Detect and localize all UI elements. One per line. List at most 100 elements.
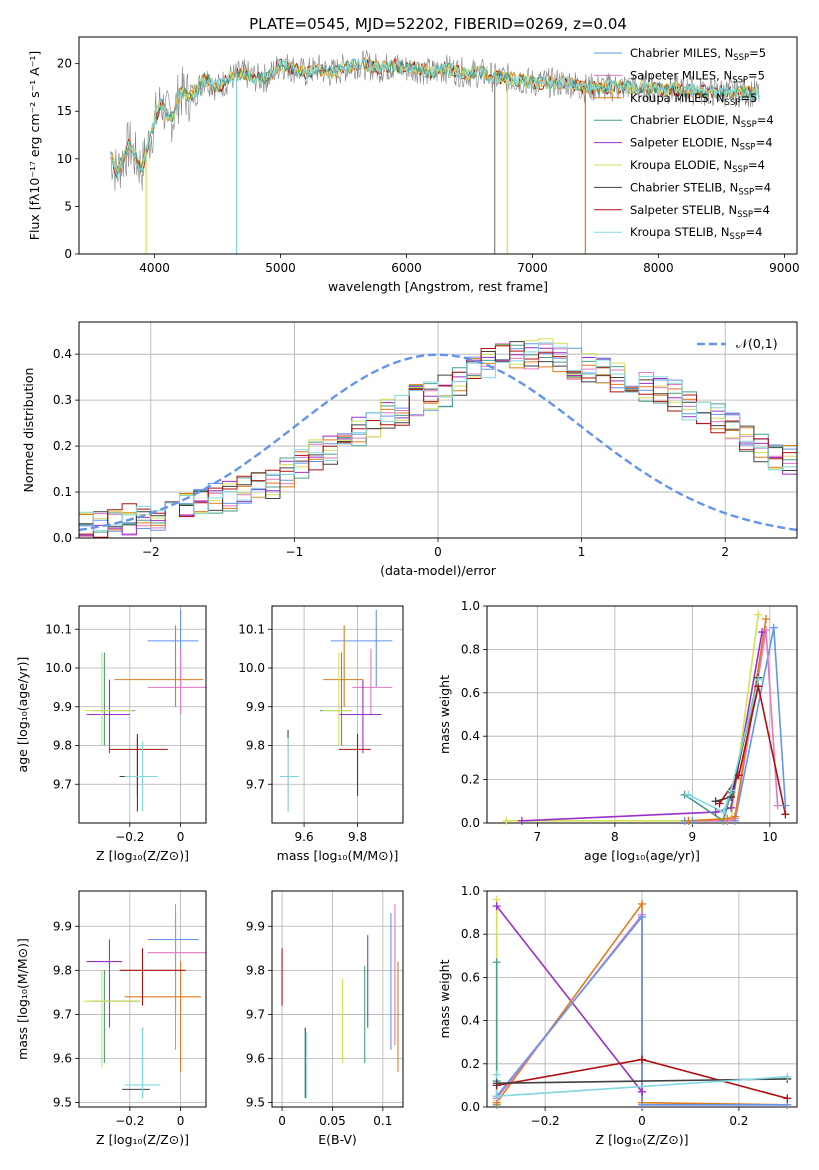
weight-marker-salpeter_miles — [773, 801, 782, 810]
y-tick-label: 9.7 — [53, 777, 72, 791]
panel-5-plot-area — [84, 904, 206, 1099]
x-tick-label: 0 — [434, 545, 442, 559]
weight-line-kroupa_stelib — [688, 679, 760, 814]
weight-marker-salpeter_elodie — [638, 1087, 646, 1096]
x-tick-label: 10 — [762, 830, 777, 844]
y-tick-label: 9.9 — [53, 919, 72, 933]
weight-marker-salpeter_stelib — [638, 1055, 646, 1064]
x-tick-label: 5000 — [265, 261, 296, 275]
panel-0: 4000 5000 6000 7000 8000 9000 0 5 10 15 20 waveleng… — [27, 36, 800, 294]
y-tick-label: 9.8 — [246, 739, 265, 753]
weight-marker-kroupa_elodie — [502, 816, 511, 825]
legend-label: Salpeter ELODIE, NSSP=4 — [630, 136, 773, 153]
x-axis-label: Z [log₁₀(Z/Z⊙)] — [96, 848, 189, 863]
x-tick-label: 8000 — [643, 261, 674, 275]
x-tick-label: 0 — [638, 1114, 646, 1128]
x-axis-label: age [log₁₀(age/yr)] — [584, 848, 700, 863]
y-tick-label: 0 — [64, 247, 72, 261]
x-tick-label: −0.2 — [531, 1114, 560, 1128]
legend-label: Salpeter MILES, NSSP=5 — [630, 68, 765, 85]
x-axis-label: Z [log₁₀(Z/Z⊙)] — [596, 1132, 689, 1147]
x-tick-label: 4000 — [139, 261, 170, 275]
y-axis-label: mass weight — [437, 675, 452, 754]
weight-marker-kroupa_stelib — [727, 786, 736, 795]
x-tick-label: 9000 — [769, 261, 800, 275]
x-tick-label: −0.2 — [115, 1114, 144, 1128]
x-tick-label: 9.6 — [295, 830, 314, 844]
x-axis-label: wavelength [Angstrom, rest frame] — [328, 279, 548, 294]
weight-marker-salpeter_stelib — [734, 771, 743, 780]
normal-legend-label: 𝒩(0,1) — [736, 336, 778, 351]
x-tick-label: 2 — [721, 545, 729, 559]
histogram-kroupa_elodie — [79, 338, 797, 520]
y-tick-label: 0.0 — [461, 1100, 480, 1114]
y-tick-label: 0.8 — [461, 642, 480, 656]
weight-line-kroupa_elodie — [506, 614, 760, 822]
x-tick-label: 8 — [611, 830, 619, 844]
normal-curve — [79, 353, 797, 532]
histogram-chabrier_miles — [79, 343, 797, 532]
y-tick-label: 0.6 — [461, 686, 480, 700]
y-tick-label: 9.7 — [53, 1007, 72, 1021]
weight-marker-salpeter_elodie — [492, 902, 501, 911]
axes-frame — [486, 605, 798, 824]
panel-7: −0.2 0 0.2 0.0 0.2 0.4 0.6 0.8 1.0 Z [log₁₀(Z/Z⊙)… — [437, 884, 798, 1147]
weight-line-salpeter_elodie — [521, 631, 763, 822]
y-axis-label: age [log₁₀(age/yr)] — [15, 657, 30, 773]
weight-marker-salpeter_stelib — [783, 1094, 792, 1103]
weight-line-salpeter_elodie — [496, 905, 643, 1093]
x-tick-label: −1 — [286, 545, 304, 559]
x-tick-label: 9 — [689, 830, 697, 844]
y-tick-label: 0.6 — [461, 970, 480, 984]
x-axis-label: E(B-V) — [318, 1132, 357, 1147]
weight-marker-salpeter_miles — [762, 625, 770, 634]
x-tick-label: 0 — [177, 1114, 185, 1128]
chart-title: PLATE=0545, MJD=52202, FIBERID=0269, z=0… — [249, 15, 627, 33]
weight-marker-kroupa_stelib — [783, 1072, 792, 1081]
legend-label: Chabrier STELIB, NSSP=4 — [630, 180, 771, 197]
x-tick-label: 9.8 — [348, 830, 367, 844]
axes-frame — [78, 890, 207, 1108]
panel-6: 0 0.05 0.1 9.5 9.6 9.7 9.8 9.9 E(B-V) — [246, 890, 404, 1147]
x-axis-label: mass [log₁₀(M/M⊙)] — [277, 848, 399, 863]
y-axis-label: Flux [fλ10⁻¹⁷ erg cm⁻² s⁻¹ A⁻¹] — [27, 51, 42, 240]
y-tick-label: 0.0 — [461, 816, 480, 830]
legend-label: Chabrier MILES, NSSP=5 — [630, 46, 766, 63]
weight-marker-salpeter_stelib — [715, 799, 724, 808]
y-tick-label: 0.1 — [53, 485, 72, 499]
y-tick-label: 0.0 — [53, 531, 72, 545]
legend-label: Kroupa MILES, NSSP=5 — [630, 91, 757, 108]
model-spectrum-chabrier_elodie — [110, 57, 760, 180]
y-tick-label: 15 — [57, 104, 72, 118]
y-tick-label: 0.2 — [461, 1057, 480, 1071]
panel-4: 7 8 9 10 0.0 0.2 0.4 0.6 0.8 1.0 age [log₁₀(age/yr… — [437, 599, 798, 863]
weight-marker-salpeter_elodie — [727, 803, 736, 812]
y-tick-label: 9.6 — [53, 1052, 72, 1066]
y-tick-label: 9.7 — [246, 1007, 265, 1021]
legend: Chabrier MILES, NSSP=5 Salpeter MILES, NS… — [594, 46, 774, 242]
axes-frame — [271, 605, 404, 824]
y-tick-label: 0.4 — [53, 347, 72, 361]
panel-1: −2 −1 0 1 2 0.0 0.1 0.2 0.3 0.4 (data-model)/error… — [21, 321, 798, 578]
panel-2-plot-area — [84, 609, 206, 812]
weight-marker-kroupa_stelib — [492, 1092, 501, 1101]
weight-line-chabrier_miles — [496, 914, 788, 1106]
legend-label: Chabrier ELODIE, NSSP=4 — [630, 113, 774, 130]
weight-marker-chabrier_miles — [638, 912, 646, 921]
panel-0-plot-area — [110, 50, 760, 254]
y-tick-label: 10 — [57, 152, 72, 166]
y-axis-label: mass weight — [437, 959, 452, 1038]
histogram-salpeter_elodie — [79, 347, 797, 536]
y-tick-label: 1.0 — [461, 599, 480, 613]
histogram-chabrier_stelib — [79, 341, 797, 528]
panel-3: 9.6 9.8 9.7 9.8 9.9 10.0 10.1 mass [log₁₀(M/M⊙)… — [238, 605, 404, 863]
x-tick-label: 7000 — [517, 261, 548, 275]
y-tick-label: 9.8 — [246, 963, 265, 977]
weight-line-salpeter_stelib — [718, 686, 787, 815]
weight-marker-salpeter_elodie — [711, 808, 720, 817]
y-tick-label: 9.8 — [53, 963, 72, 977]
legend-label: Salpeter STELIB, NSSP=4 — [630, 203, 770, 220]
y-tick-label: 9.9 — [246, 919, 265, 933]
y-tick-label: 9.5 — [53, 1096, 72, 1110]
